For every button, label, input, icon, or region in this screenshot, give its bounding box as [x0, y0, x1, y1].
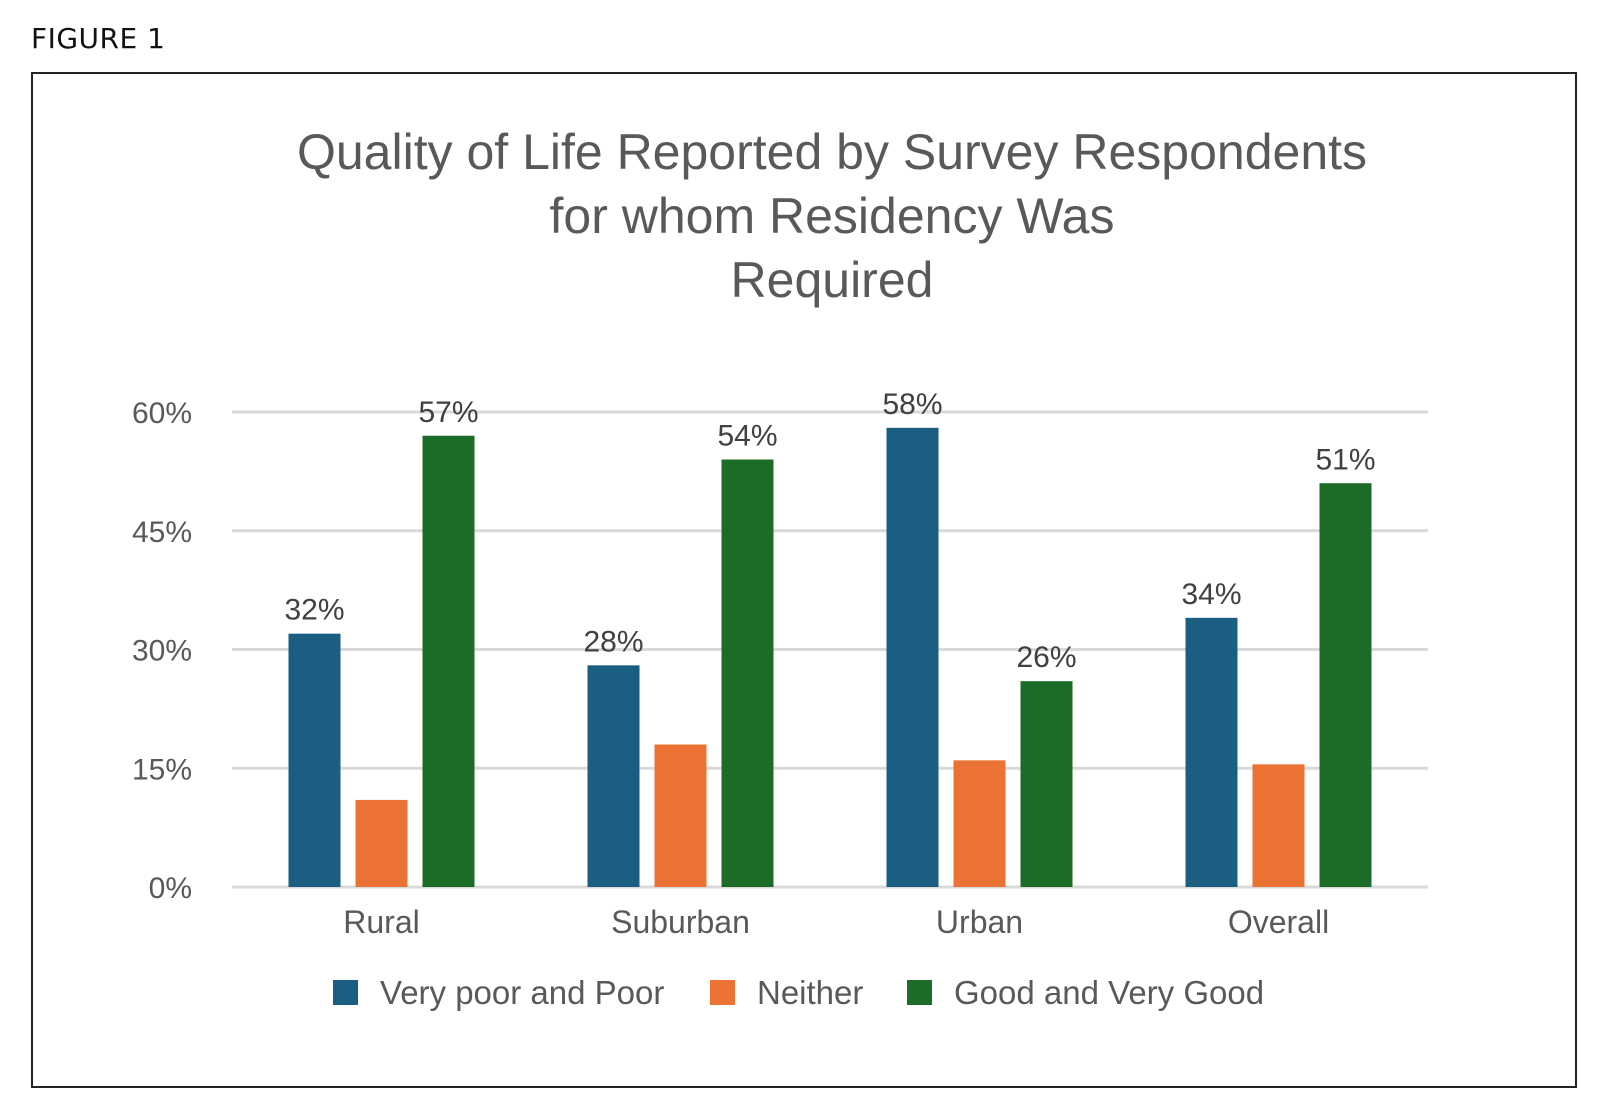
- data-label: 34%: [1181, 578, 1241, 611]
- legend-label: Very poor and Poor: [380, 974, 664, 1011]
- bar-urban-1: [953, 760, 1006, 887]
- title-line: for whom Residency Was: [550, 188, 1115, 244]
- data-label: 57%: [418, 396, 478, 429]
- legend-label: Neither: [757, 974, 863, 1011]
- bars: [288, 427, 1372, 887]
- legend-swatch: [710, 980, 735, 1005]
- data-labels: 32% 57% 28% 54% 58% 26% 34% 51%: [284, 388, 1375, 674]
- x-category-label: Overall: [1228, 904, 1329, 940]
- data-label: 51%: [1315, 443, 1375, 476]
- legend-label: Good and Very Good: [954, 974, 1264, 1011]
- title-line: Quality of Life Reported by Survey Respo…: [297, 124, 1367, 180]
- x-category-label: Urban: [936, 904, 1023, 940]
- data-label: 26%: [1016, 641, 1076, 674]
- bar-overall-2: [1319, 483, 1372, 887]
- x-category-label: Suburban: [611, 904, 750, 940]
- y-tick-label: 15%: [132, 753, 192, 786]
- data-label: 28%: [583, 625, 643, 658]
- chart-title: Quality of Life Reported by Survey Respo…: [297, 124, 1367, 308]
- y-tick-label: 30%: [132, 635, 192, 668]
- grid-lines: [232, 410, 1428, 889]
- bar-suburban-1: [654, 744, 707, 887]
- legend: Very poor and Poor Neither Good and Very G…: [333, 974, 1264, 1011]
- y-axis-ticks: 0% 15% 30% 45% 60%: [132, 397, 192, 905]
- bar-rural-1: [355, 799, 408, 887]
- x-category-label: Rural: [343, 904, 419, 940]
- bar-urban-2: [1020, 681, 1073, 887]
- y-tick-label: 60%: [132, 397, 192, 430]
- data-label: 54%: [717, 420, 777, 453]
- data-label: 58%: [882, 388, 942, 421]
- bar-rural-0: [288, 633, 341, 887]
- bar-overall-0: [1185, 617, 1238, 887]
- bar-rural-2: [422, 435, 475, 887]
- bar-overall-1: [1252, 764, 1305, 887]
- y-tick-label: 0%: [149, 872, 192, 905]
- bar-urban-0: [886, 427, 939, 887]
- legend-swatch: [333, 980, 358, 1005]
- chart-frame: [31, 72, 1577, 1088]
- legend-swatch: [907, 980, 932, 1005]
- title-line: Required: [731, 252, 934, 308]
- bar-suburban-2: [721, 459, 774, 887]
- bar-suburban-0: [587, 665, 640, 887]
- data-label: 32%: [284, 594, 344, 627]
- figure-label: FIGURE 1: [31, 22, 166, 55]
- x-axis-categories: Rural Suburban Urban Overall: [343, 904, 1329, 940]
- y-tick-label: 45%: [132, 516, 192, 549]
